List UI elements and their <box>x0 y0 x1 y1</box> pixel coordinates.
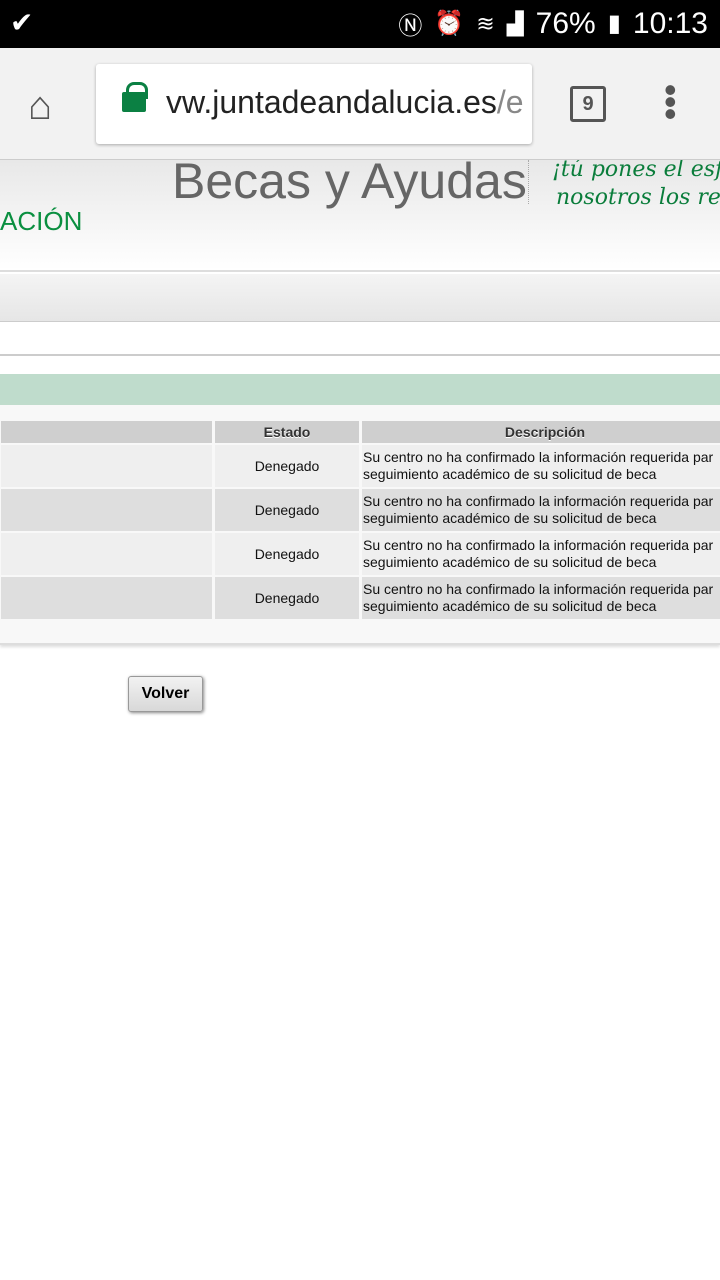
nav-band <box>0 274 720 322</box>
battery-icon: ▮ <box>607 10 621 37</box>
divider <box>528 160 529 204</box>
download-done-icon: ✔ <box>10 7 34 38</box>
site-header: Becas y Ayudas ¡tú pones el esfuenosotro… <box>0 160 720 272</box>
cell <box>1 577 212 619</box>
home-icon[interactable]: ⌂ <box>28 84 53 128</box>
cell <box>1 445 212 487</box>
column-header-estado: Estado <box>215 421 359 443</box>
volver-button[interactable]: Volver <box>128 676 203 712</box>
table-row: Denegado Su centro no ha confirmado la i… <box>1 533 720 575</box>
table-row: Denegado Su centro no ha confirmado la i… <box>1 489 720 531</box>
estado-cell: Denegado <box>215 489 359 531</box>
descripcion-cell: Su centro no ha confirmado la informació… <box>362 489 720 531</box>
tab-switcher-button[interactable]: 9 <box>570 86 606 122</box>
lock-icon <box>122 82 148 112</box>
url-path: /e <box>496 84 524 120</box>
results-table: Estado Descripción Denegado Su centro no… <box>0 419 720 621</box>
results-table-container: Estado Descripción Denegado Su centro no… <box>0 405 720 645</box>
more-menu-icon[interactable]: • • • <box>664 69 677 134</box>
cell <box>1 533 212 575</box>
browser-toolbar: ⌂ vw.juntadeandalucia.es/e 9 • • • <box>0 48 720 160</box>
clock: 10:13 <box>632 6 708 40</box>
table-row: Denegado Su centro no ha confirmado la i… <box>1 577 720 619</box>
status-bar: ✔ Ⓝ ⏰ ≋ ▟ 76% ▮ 10:13 <box>0 0 720 48</box>
descripcion-cell: Su centro no ha confirmado la informació… <box>362 533 720 575</box>
department-logo-text: ACIÓN <box>0 206 83 236</box>
descripcion-cell: Su centro no ha confirmado la informació… <box>362 445 720 487</box>
estado-cell: Denegado <box>215 445 359 487</box>
url-text: vw.juntadeandalucia.es <box>166 84 497 120</box>
cell <box>1 489 212 531</box>
battery-percent: 76% <box>535 6 596 40</box>
descripcion-cell: Su centro no ha confirmado la informació… <box>362 577 720 619</box>
divider <box>0 354 720 356</box>
estado-cell: Denegado <box>215 533 359 575</box>
alarm-icon: ⏰ <box>434 10 465 37</box>
nfc-icon: Ⓝ <box>398 13 423 40</box>
slogan: ¡tú pones el esfuenosotros los recu <box>552 160 720 210</box>
url-bar[interactable]: vw.juntadeandalucia.es/e <box>96 64 532 144</box>
wifi-icon: ≋ <box>476 10 495 36</box>
site-title: Becas y Ayudas <box>172 160 527 209</box>
estado-cell: Denegado <box>215 577 359 619</box>
signal-icon: ▟ <box>506 10 524 36</box>
column-header <box>1 421 212 443</box>
column-header-descripcion: Descripción <box>362 421 720 443</box>
table-row: Denegado Su centro no ha confirmado la i… <box>1 445 720 487</box>
section-bar <box>0 374 720 405</box>
